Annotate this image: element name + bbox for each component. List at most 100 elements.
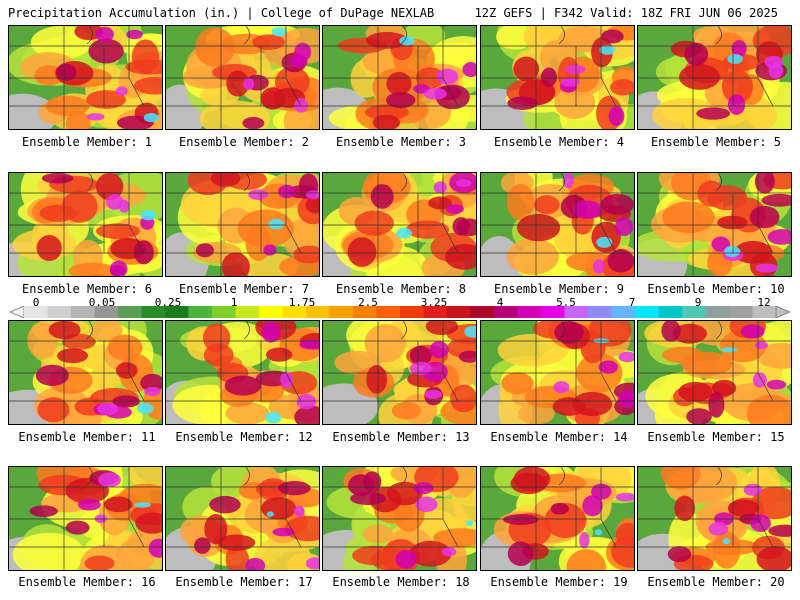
colorbar-swatch [118, 306, 142, 318]
colorbar-swatch [517, 306, 542, 318]
colorbar-swatch [188, 306, 213, 318]
precipitation-field [481, 26, 634, 129]
ensemble-member-label: Ensemble Member: 11 [18, 430, 156, 444]
colorbar-swatch [306, 306, 330, 318]
ensemble-member-map [637, 25, 792, 130]
ensemble-member-map [480, 172, 635, 277]
precipitation-field [166, 26, 319, 129]
precipitation-field [166, 321, 319, 424]
colorbar-swatch [564, 306, 589, 318]
model-valid-time: 12Z GEFS | F342 Valid: 18Z FRI JUN 06 20… [474, 6, 778, 20]
ensemble-member-map [165, 172, 320, 277]
precipitation-field [166, 467, 319, 570]
colorbar-tick-label: 2.5 [358, 296, 378, 309]
colorbar-swatch [212, 306, 236, 318]
colorbar-swatch [353, 306, 377, 318]
colorbar-tick-label: 3.25 [420, 296, 448, 309]
colorbar-swatch [94, 306, 119, 318]
precipitation-field [9, 26, 162, 129]
ensemble-member-map [637, 466, 792, 571]
ensemble-member-label: Ensemble Member: 14 [490, 430, 628, 444]
colorbar-swatch [24, 306, 48, 318]
precipitation-field [323, 321, 476, 424]
precipitation-field [481, 467, 634, 570]
precipitation-field [323, 173, 476, 276]
precipitation-field [638, 173, 791, 276]
precipitation-field [9, 321, 162, 424]
precipitation-field [323, 467, 476, 570]
colorbar-swatch [470, 306, 495, 318]
ensemble-member-map [637, 320, 792, 425]
ensemble-member-label: Ensemble Member: 4 [493, 135, 625, 149]
colorbar-swatch [71, 306, 95, 318]
colorbar-swatch [165, 306, 189, 318]
ensemble-member-label: Ensemble Member: 1 [21, 135, 153, 149]
ensemble-member-label: Ensemble Member: 13 [332, 430, 470, 444]
colorbar-swatch [611, 306, 636, 318]
precipitation-field [481, 321, 634, 424]
colorbar-swatch [235, 306, 260, 318]
colorbar-min-arrow [10, 306, 25, 318]
colorbar-tick-label: 9 [694, 296, 702, 309]
precipitation-colorbar [10, 306, 790, 318]
colorbar-tick-label: 4 [496, 296, 504, 309]
colorbar-tick-label: 1 [230, 296, 238, 309]
ensemble-member-label: Ensemble Member: 19 [490, 575, 628, 589]
colorbar-tick-label: 1.75 [288, 296, 316, 309]
colorbar-swatch [729, 306, 753, 318]
ensemble-member-label: Ensemble Member: 20 [647, 575, 785, 589]
ensemble-member-map [480, 320, 635, 425]
ensemble-member-map [8, 25, 163, 130]
colorbar-tick-label: 5.5 [556, 296, 576, 309]
ensemble-member-label: Ensemble Member: 2 [178, 135, 310, 149]
colorbar-swatch [400, 306, 424, 318]
ensemble-member-label: Ensemble Member: 9 [493, 282, 625, 296]
ensemble-member-label: Ensemble Member: 10 [647, 282, 785, 296]
ensemble-member-map [165, 466, 320, 571]
ensemble-member-label: Ensemble Member: 12 [175, 430, 313, 444]
colorbar-swatch [423, 306, 448, 318]
colorbar-swatch [635, 306, 659, 318]
colorbar-tick-label: 0 [32, 296, 40, 309]
ensemble-member-map [322, 25, 477, 130]
ensemble-member-map [165, 320, 320, 425]
colorbar-swatch [141, 306, 166, 318]
colorbar-swatch [259, 306, 283, 318]
ensemble-member-label: Ensemble Member: 17 [175, 575, 313, 589]
ensemble-member-map [322, 320, 477, 425]
colorbar-swatch [47, 306, 72, 318]
colorbar-swatch [494, 306, 518, 318]
precipitation-field [9, 467, 162, 570]
map-title: Precipitation Accumulation (in.) | Colle… [8, 6, 435, 20]
colorbar-swatch [282, 306, 307, 318]
ensemble-member-label: Ensemble Member: 16 [18, 575, 156, 589]
colorbar-swatch [658, 306, 683, 318]
ensemble-member-map [165, 25, 320, 130]
precipitation-field [638, 26, 791, 129]
ensemble-member-map [8, 466, 163, 571]
ensemble-member-label: Ensemble Member: 8 [335, 282, 467, 296]
ensemble-member-label: Ensemble Member: 7 [178, 282, 310, 296]
ensemble-member-map [637, 172, 792, 277]
precipitation-field [166, 173, 319, 276]
ensemble-member-label: Ensemble Member: 6 [21, 282, 153, 296]
ensemble-member-map [480, 25, 635, 130]
ensemble-member-label: Ensemble Member: 15 [647, 430, 785, 444]
colorbar-swatch [376, 306, 401, 318]
ensemble-member-label: Ensemble Member: 3 [335, 135, 467, 149]
ensemble-member-map [8, 320, 163, 425]
colorbar-tick-label: 12 [757, 296, 771, 309]
colorbar-swatch [541, 306, 565, 318]
colorbar-max-arrow [775, 306, 790, 318]
ensemble-member-map [322, 466, 477, 571]
ensemble-member-label: Ensemble Member: 5 [650, 135, 782, 149]
colorbar-tick-label: 7 [628, 296, 636, 309]
precipitation-field [9, 173, 162, 276]
precipitation-field [323, 26, 476, 129]
colorbar-tick-label: 0.05 [88, 296, 116, 309]
precipitation-field [481, 173, 634, 276]
colorbar-swatch [682, 306, 706, 318]
colorbar-tick-label: 0.25 [154, 296, 182, 309]
ensemble-member-map [480, 466, 635, 571]
colorbar-swatch [447, 306, 471, 318]
